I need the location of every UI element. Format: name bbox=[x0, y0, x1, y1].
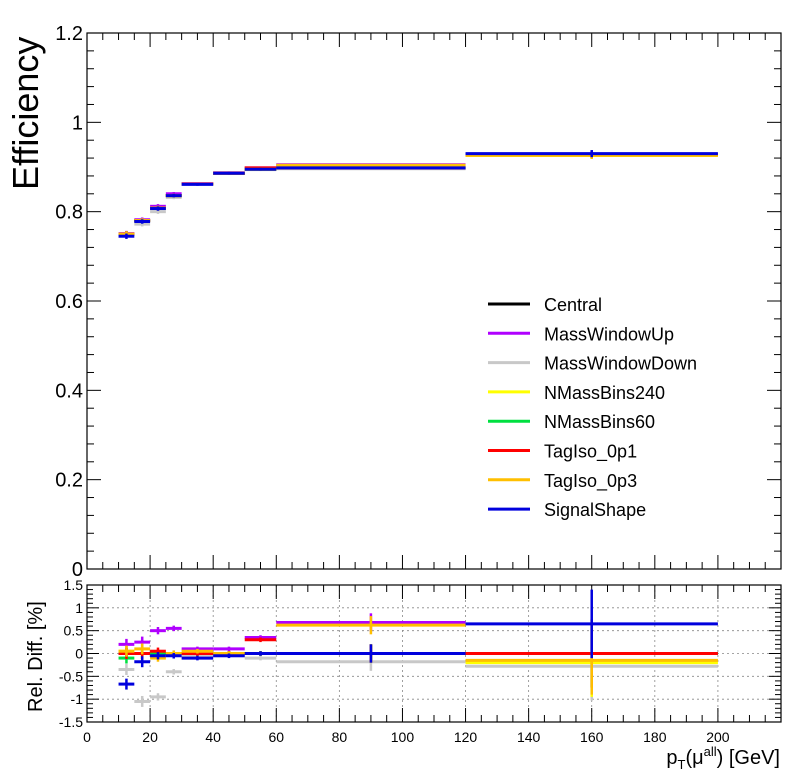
x-tick-label: 160 bbox=[580, 729, 604, 745]
ratio-y-tick-label: 0.5 bbox=[64, 623, 84, 639]
legend-label: Central bbox=[544, 295, 602, 315]
main-y-tick-label: 0.6 bbox=[55, 291, 83, 313]
main-series-group bbox=[118, 150, 718, 239]
x-tick-label: 120 bbox=[454, 729, 478, 745]
legend-label: TagIso_0p3 bbox=[544, 471, 637, 492]
legend-label: SignalShape bbox=[544, 500, 646, 520]
ratio-panel: -1.5 -1 -0.5 0 0.5 1 1.5 0 20 40 60 80 100 120 140 160… bbox=[25, 577, 782, 772]
main-y-tick-label: 0.4 bbox=[55, 380, 83, 402]
ratio-x-axis-title: pT(μall) [GeV] bbox=[666, 744, 780, 772]
x-tick-label: 20 bbox=[142, 729, 158, 745]
legend-item-NMassBins240: NMassBins240 bbox=[488, 383, 665, 403]
main-y-tick-label: 0 bbox=[72, 559, 83, 581]
legend-item-TagIso_0p1: TagIso_0p1 bbox=[488, 442, 637, 463]
legend-item-MassWindowDown: MassWindowDown bbox=[488, 354, 697, 374]
main-series-SignalShape bbox=[118, 150, 718, 239]
main-y-tick-label: 0.2 bbox=[55, 470, 83, 492]
main-y-tick-label: 0.8 bbox=[55, 202, 83, 224]
ratio-y-ticks: -1.5 -1 -0.5 0 0.5 1 1.5 bbox=[59, 577, 781, 730]
ratio-y-tick-label: 0 bbox=[75, 646, 83, 662]
legend-label: MassWindowDown bbox=[544, 354, 697, 374]
x-title-paren: (μ bbox=[685, 747, 703, 769]
x-title-p: p bbox=[666, 747, 677, 769]
main-y-tick-label: 1 bbox=[72, 112, 83, 134]
x-tick-label: 60 bbox=[268, 729, 284, 745]
x-title-sub: T bbox=[677, 757, 685, 772]
main-y-tick-label: 1.2 bbox=[55, 23, 83, 45]
legend-item-Central: Central bbox=[488, 295, 602, 315]
ratio-y-axis-title: Rel. Diff. [%] bbox=[25, 601, 47, 712]
legend-item-TagIso_0p3: TagIso_0p3 bbox=[488, 471, 637, 492]
legend-label: NMassBins60 bbox=[544, 412, 655, 432]
legend-label: TagIso_0p1 bbox=[544, 442, 637, 463]
main-x-ticks bbox=[86, 33, 782, 569]
ratio-series-SignalShape bbox=[118, 589, 718, 690]
main-y-ticks: 0 0.2 0.4 0.6 0.8 1 1.2 bbox=[55, 23, 781, 581]
legend: Central MassWindowUp MassWindowDown NMassBi… bbox=[488, 295, 697, 520]
legend-item-SignalShape: SignalShape bbox=[488, 500, 646, 520]
x-tick-label: 100 bbox=[391, 729, 415, 745]
ratio-y-tick-label: -1 bbox=[71, 691, 84, 707]
x-tick-label: 40 bbox=[205, 729, 221, 745]
legend-label: MassWindowUp bbox=[544, 324, 674, 344]
ratio-y-tick-label: -1.5 bbox=[59, 714, 83, 730]
x-tick-label: 180 bbox=[643, 729, 667, 745]
x-tick-label: 80 bbox=[332, 729, 348, 745]
legend-item-NMassBins60: NMassBins60 bbox=[488, 412, 655, 432]
x-tick-label: 0 bbox=[83, 729, 91, 745]
legend-label: NMassBins240 bbox=[544, 383, 665, 403]
x-title-rest: ) [GeV] bbox=[717, 747, 780, 769]
main-panel: 0 0.2 0.4 0.6 0.8 1 1.2 Efficiency Central Mass… bbox=[5, 23, 782, 581]
main-y-axis-title: Efficiency bbox=[5, 37, 46, 190]
x-title-sup: all bbox=[704, 744, 717, 759]
ratio-y-tick-label: 1 bbox=[75, 600, 83, 616]
legend-item-MassWindowUp: MassWindowUp bbox=[488, 324, 674, 344]
ratio-x-ticks: 0 20 40 60 80 100 120 140 160 180 200 bbox=[83, 585, 782, 745]
x-tick-label: 200 bbox=[706, 729, 730, 745]
ratio-y-tick-label: 1.5 bbox=[64, 577, 84, 593]
ratio-series-group bbox=[118, 589, 718, 707]
x-tick-label: 140 bbox=[517, 729, 541, 745]
ratio-y-tick-label: -0.5 bbox=[59, 668, 83, 684]
